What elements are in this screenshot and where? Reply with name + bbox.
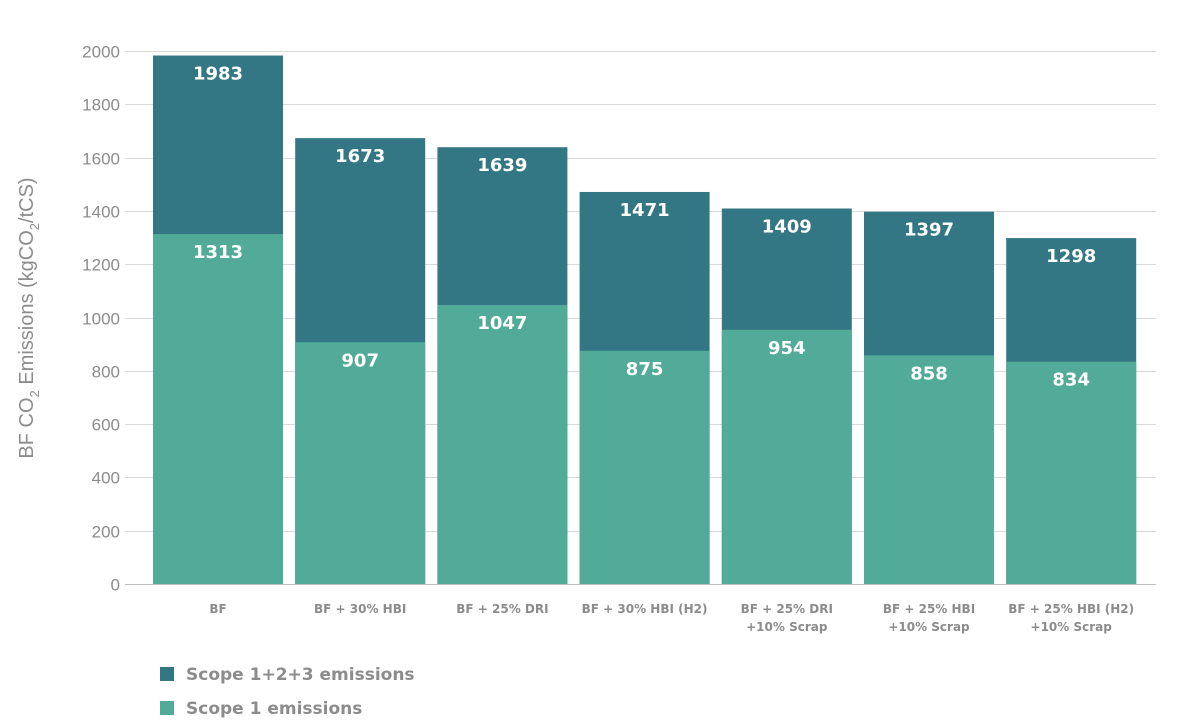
y-axis-ticks: 0 200 400 600 800 1000 1200 1400 1600 1800 2000: [82, 43, 120, 595]
label-scope-123-6: 1298: [1046, 246, 1096, 267]
label-scope-1-6: 834: [1052, 370, 1090, 391]
bars: [153, 55, 1137, 585]
x-axis-categories: BF BF + 30% HBI BF + 25% DRI BF + 30% HBI (…: [209, 602, 1134, 634]
label-scope-1-5: 858: [910, 363, 948, 384]
label-scope-123-4: 1409: [762, 217, 812, 238]
label-scope-123-3: 1471: [620, 200, 670, 221]
legend-swatch-1: [160, 701, 174, 715]
bar-scope-1-5: [864, 355, 994, 584]
y-tick-label-1800: 1800: [82, 96, 120, 115]
x-category-label-3: BF + 30% HBI (H2): [582, 602, 708, 616]
label-scope-123-0: 1983: [193, 64, 243, 85]
y-tick-label-1600: 1600: [82, 150, 120, 169]
y-tick-label-200: 200: [92, 523, 120, 542]
y-tick-label-600: 600: [92, 416, 120, 435]
label-scope-1-4: 954: [768, 338, 806, 359]
y-axis-title: BF CO2 Emissions (kgCO2/tCS): [16, 177, 42, 458]
label-scope-123-5: 1397: [904, 220, 954, 241]
data-labels: 1983 1313 1673 907 1639 1047 1471 875 1409 954 139…: [193, 64, 1096, 391]
x-category-label-2: BF + 25% DRI: [456, 602, 548, 616]
label-scope-1-1: 907: [341, 350, 379, 371]
x-category-label-5: BF + 25% HBI +10% Scrap: [883, 602, 975, 634]
label-scope-123-2: 1639: [477, 155, 527, 176]
x-category-label-1: BF + 30% HBI: [314, 602, 406, 616]
y-tick-label-800: 800: [92, 363, 120, 382]
label-scope-1-2: 1047: [477, 313, 527, 334]
y-tick-label-0: 0: [111, 576, 120, 595]
label-scope-1-3: 875: [626, 359, 664, 380]
y-tick-label-1000: 1000: [82, 310, 120, 329]
y-tick-label-1200: 1200: [82, 256, 120, 275]
legend-label-0: Scope 1+2+3 emissions: [186, 665, 415, 685]
x-category-label-0: BF: [209, 602, 226, 616]
bar-scope-1-2: [437, 304, 568, 584]
y-tick-label-400: 400: [92, 469, 120, 488]
y-tick-label-1400: 1400: [82, 203, 120, 222]
bar-scope-1-4: [721, 329, 852, 584]
legend-label-1: Scope 1 emissions: [186, 699, 362, 719]
bar-scope-1-1: [295, 342, 426, 584]
x-category-label-4: BF + 25% DRI +10% Scrap: [741, 602, 833, 634]
bar-scope-1-6: [1006, 361, 1137, 584]
label-scope-123-1: 1673: [335, 146, 385, 167]
legend: Scope 1+2+3 emissions Scope 1 emissions: [160, 665, 415, 719]
bar-scope-1-0: [153, 234, 283, 584]
x-category-label-6: BF + 25% HBI (H2) +10% Scrap: [1008, 602, 1134, 634]
y-tick-label-2000: 2000: [82, 43, 120, 62]
bar-scope-1-3: [579, 350, 710, 584]
label-scope-1-0: 1313: [193, 242, 243, 263]
legend-swatch-0: [160, 667, 174, 681]
